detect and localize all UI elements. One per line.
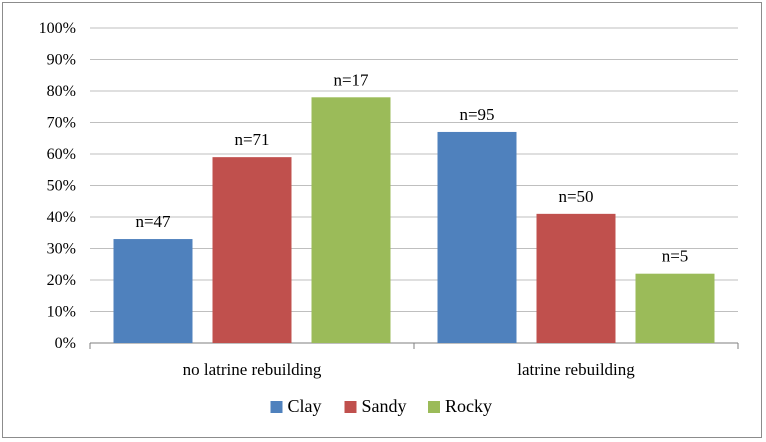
data-label: n=50: [558, 187, 593, 206]
y-tick-label: 20%: [47, 272, 76, 289]
y-tick-label: 70%: [47, 115, 76, 132]
y-tick-label: 50%: [47, 178, 76, 195]
y-tick-label: 0%: [55, 335, 76, 352]
y-tick-label: 10%: [47, 304, 76, 321]
y-tick-label: 40%: [47, 209, 76, 226]
data-label: n=17: [333, 70, 369, 89]
legend-swatch-sandy: [344, 401, 357, 413]
legend-label: Sandy: [362, 396, 407, 416]
data-label: n=95: [459, 105, 494, 124]
legend-swatch-rocky: [428, 401, 440, 413]
y-tick-label: 100%: [39, 20, 76, 37]
bar-rocky: [635, 273, 715, 343]
legend-swatch-clay: [270, 401, 283, 413]
bar-sandy: [212, 157, 292, 343]
bar-rocky: [311, 97, 391, 343]
bar-sandy: [536, 213, 616, 343]
y-tick-label: 90%: [47, 52, 76, 69]
x-category-label: latrine rebuilding: [517, 360, 635, 379]
legend-label: Rocky: [445, 396, 492, 416]
legend-label: Clay: [288, 396, 322, 416]
data-label: n=71: [234, 130, 269, 149]
y-tick-label: 80%: [47, 83, 76, 100]
x-category-label: no latrine rebuilding: [183, 360, 322, 379]
data-label: n=5: [662, 247, 689, 266]
y-tick-label: 30%: [47, 241, 76, 258]
y-tick-label: 60%: [47, 146, 76, 163]
bar-clay: [437, 131, 517, 343]
bar-clay: [113, 239, 193, 343]
data-label: n=47: [135, 212, 171, 231]
